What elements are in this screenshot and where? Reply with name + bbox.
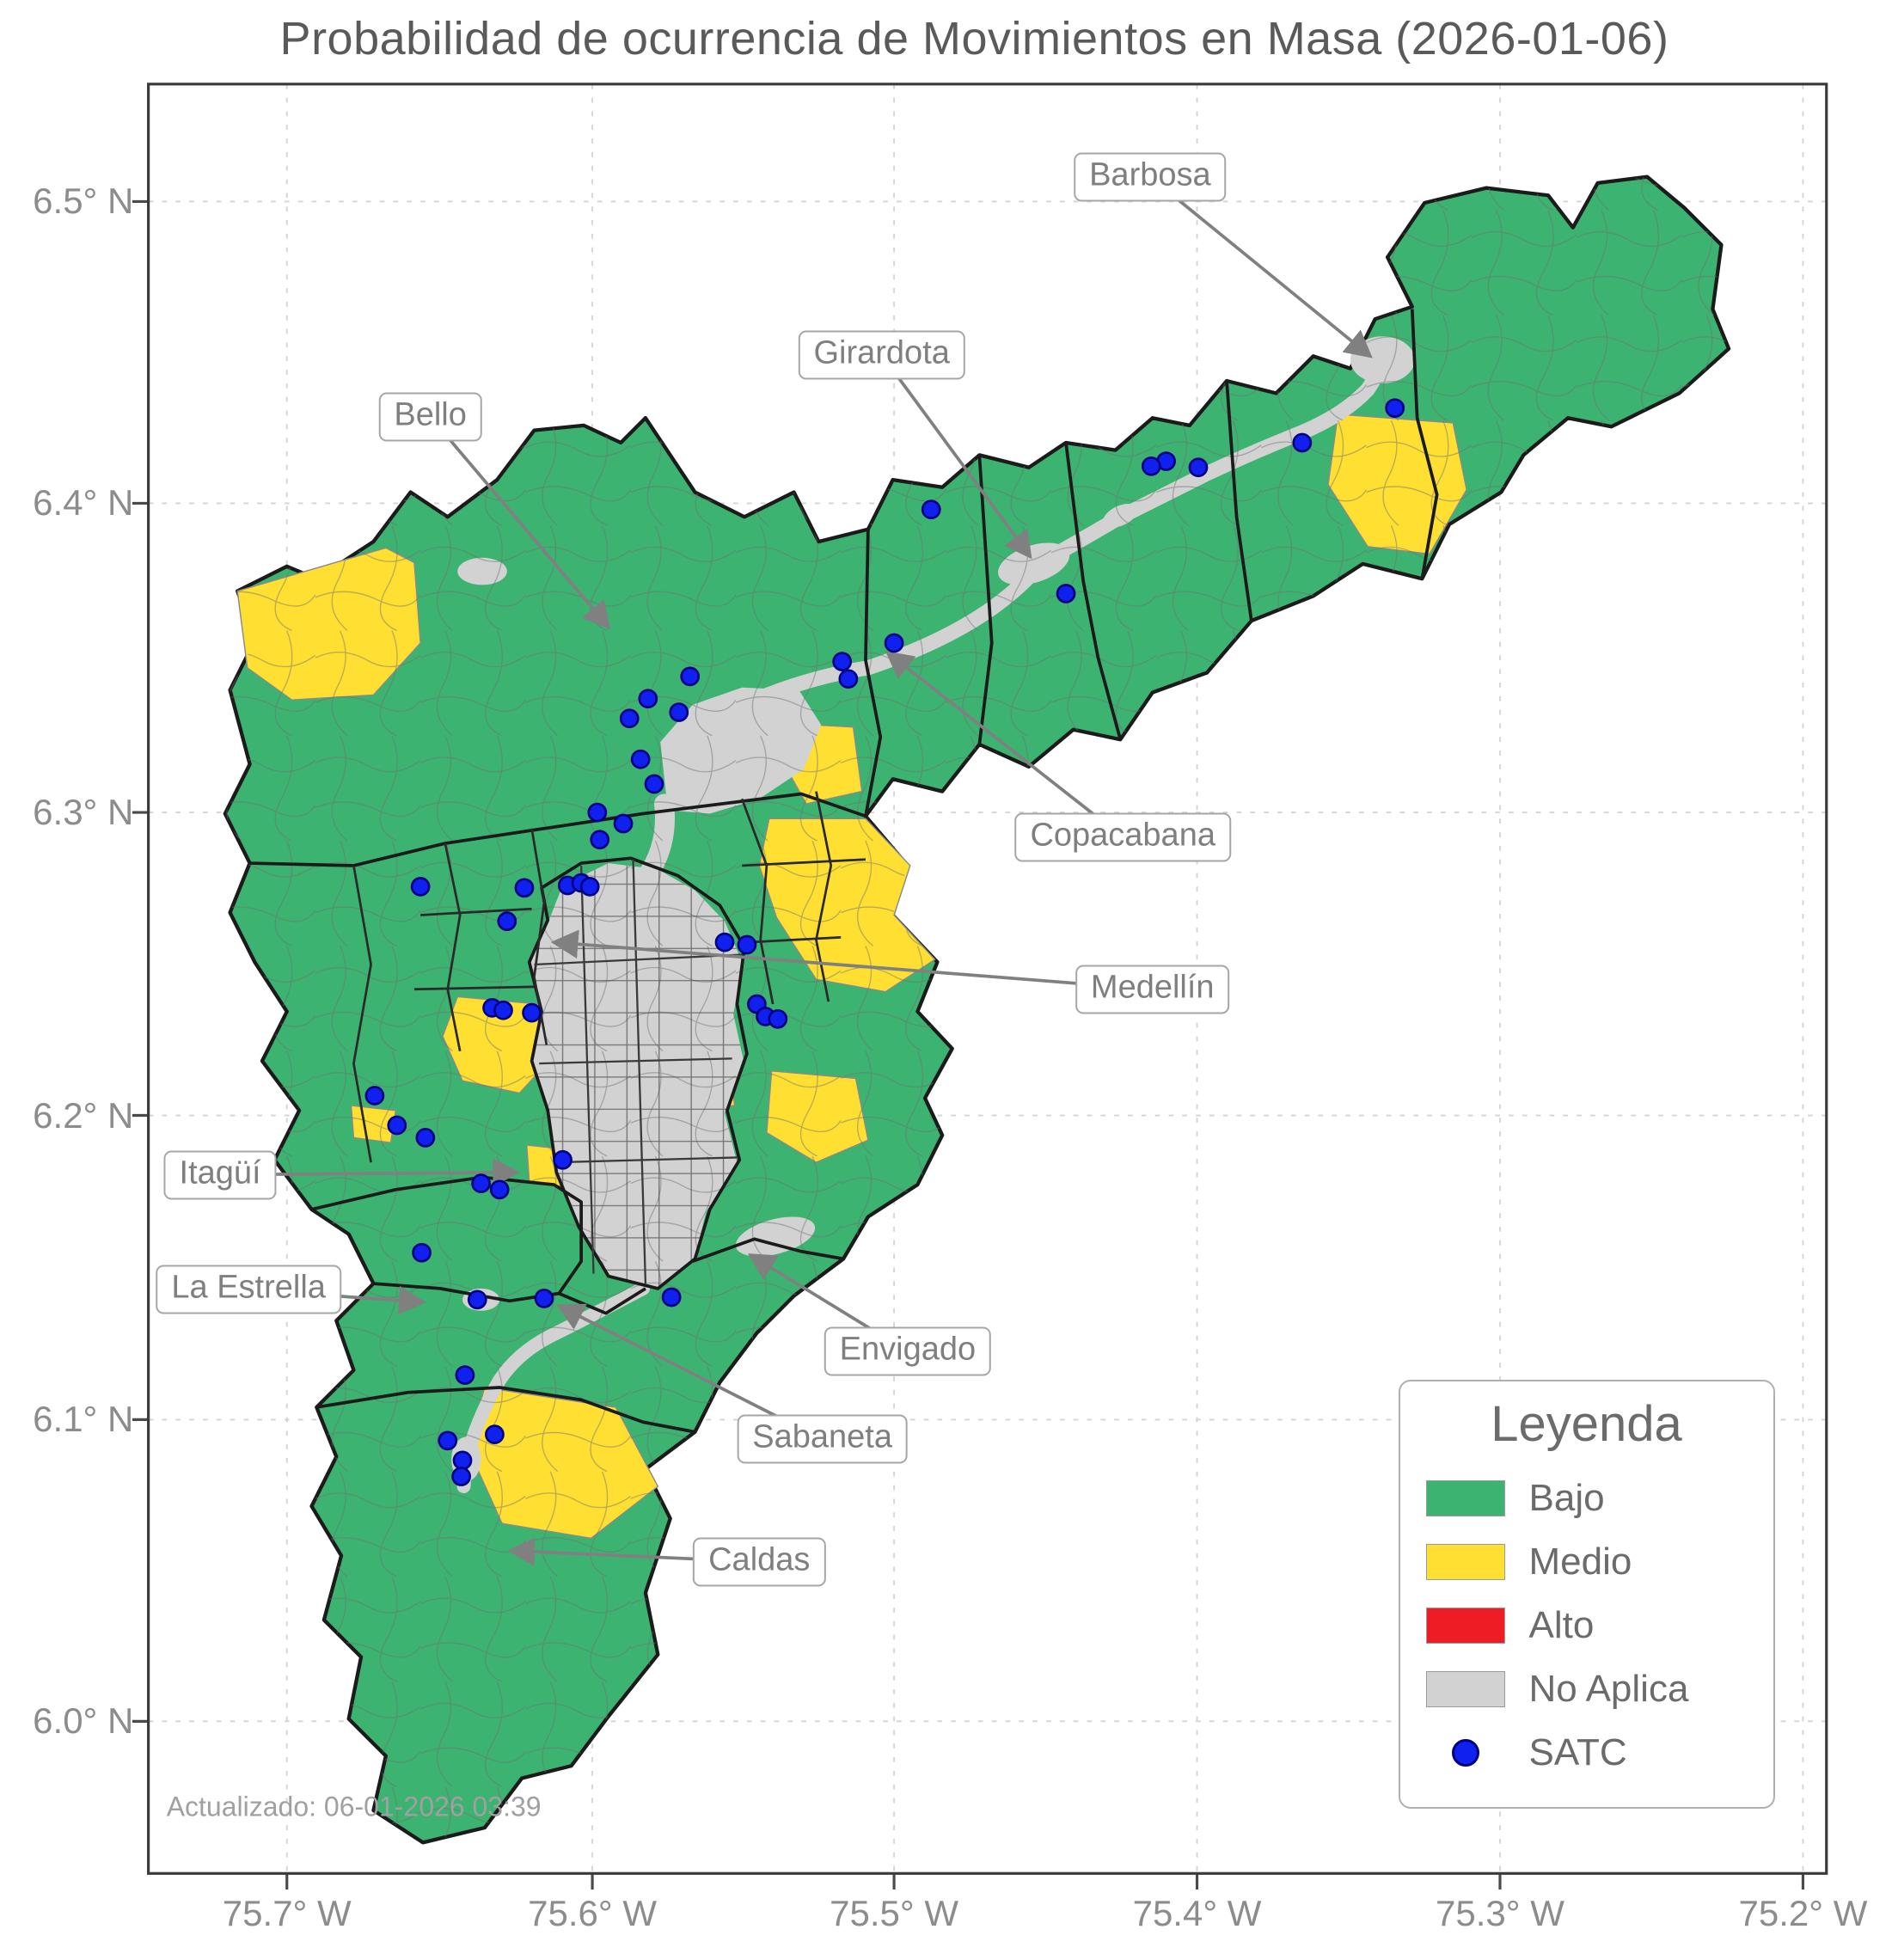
satc-marker bbox=[522, 1002, 542, 1023]
satc-marker bbox=[587, 802, 608, 823]
legend-item-label: Alto bbox=[1528, 1604, 1595, 1647]
satc-dot-icon bbox=[1451, 1739, 1479, 1767]
satc-marker bbox=[387, 1115, 407, 1136]
legend-item-alto: Alto bbox=[1400, 1604, 1773, 1647]
satc-marker bbox=[1141, 456, 1161, 476]
lon-tick-label: 75.2° W bbox=[1738, 1893, 1868, 1934]
legend-swatch-no-aplica bbox=[1425, 1671, 1505, 1708]
callout-girardota: Girardota bbox=[798, 330, 965, 380]
lon-tick-label: 75.3° W bbox=[1436, 1893, 1564, 1934]
legend-item-label: No Aplica bbox=[1528, 1668, 1689, 1711]
satc-marker bbox=[452, 1450, 473, 1471]
callout-medellin: Medellín bbox=[1075, 965, 1230, 1014]
lat-tick-label: 6.5° N bbox=[33, 181, 134, 222]
lon-tick-label: 75.7° W bbox=[222, 1893, 352, 1934]
satc-marker bbox=[471, 1173, 491, 1193]
lon-tick-label: 75.4° W bbox=[1132, 1893, 1262, 1934]
satc-marker bbox=[438, 1430, 458, 1451]
callout-caldas: Caldas bbox=[693, 1537, 826, 1587]
satc-marker bbox=[553, 1149, 572, 1170]
legend-swatch-bajo bbox=[1425, 1480, 1505, 1517]
satc-marker bbox=[451, 1467, 471, 1486]
satc-marker bbox=[630, 749, 651, 769]
satc-marker bbox=[485, 1424, 505, 1445]
satc-marker bbox=[669, 702, 689, 722]
legend-item-satc: SATC bbox=[1400, 1731, 1773, 1774]
satc-marker bbox=[1188, 457, 1209, 478]
legend-item-bajo: Bajo bbox=[1400, 1477, 1773, 1520]
lat-tick-label: 6.1° N bbox=[33, 1399, 134, 1440]
callout-sabaneta: Sabaneta bbox=[737, 1414, 908, 1464]
satc-marker bbox=[768, 1008, 788, 1029]
arrow-copacabana bbox=[885, 651, 1124, 839]
satc-marker bbox=[467, 1289, 487, 1310]
satc-marker bbox=[832, 652, 853, 671]
satc-marker bbox=[884, 633, 904, 653]
callout-copacabana: Copacabana bbox=[1014, 812, 1231, 862]
satc-marker bbox=[737, 934, 757, 955]
arrow-barbosa bbox=[1148, 175, 1373, 358]
satc-marker bbox=[489, 1179, 510, 1200]
arrow-bello bbox=[429, 415, 611, 630]
satc-marker bbox=[661, 1287, 682, 1308]
satc-marker bbox=[364, 1086, 385, 1106]
lat-tick-label: 6.3° N bbox=[33, 792, 134, 833]
satc-marker bbox=[644, 774, 664, 794]
satc-marker bbox=[1056, 584, 1076, 603]
satc-markers bbox=[364, 398, 1405, 1486]
satc-marker bbox=[415, 1128, 436, 1148]
callout-la-estrella: La Estrella bbox=[156, 1265, 341, 1314]
callout-barbosa: Barbosa bbox=[1074, 152, 1227, 202]
arrow-girardota bbox=[880, 353, 1032, 560]
plot-frame bbox=[147, 83, 1828, 1875]
arrow-medellin bbox=[550, 929, 1153, 991]
satc-marker bbox=[410, 877, 431, 897]
lon-tick-label: 75.5° W bbox=[830, 1893, 959, 1934]
satc-marker bbox=[493, 1000, 513, 1020]
satc-marker bbox=[714, 932, 735, 952]
satc-marker bbox=[638, 689, 658, 709]
legend-item-label: Medio bbox=[1528, 1540, 1632, 1583]
municipality-borders bbox=[249, 309, 1439, 1434]
updated-note: Actualizado: 06-01-2026 03:39 bbox=[166, 1791, 542, 1822]
lat-tick-label: 6.4° N bbox=[33, 482, 134, 524]
callout-bello: Bello bbox=[378, 392, 482, 442]
callout-itagui: Itagüí bbox=[163, 1150, 277, 1200]
satc-marker bbox=[497, 911, 517, 932]
legend-item-medio: Medio bbox=[1400, 1540, 1773, 1583]
plot-title: Probabilidad de ocurrencia de Movimiento… bbox=[279, 13, 1669, 64]
satc-marker bbox=[680, 666, 701, 687]
legend-title: Leyenda bbox=[1491, 1396, 1682, 1453]
satc-marker bbox=[1385, 398, 1405, 419]
satc-marker bbox=[590, 830, 610, 850]
lon-tick-label: 75.6° W bbox=[528, 1893, 657, 1934]
satc-marker bbox=[514, 878, 535, 898]
lat-tick-label: 6.2° N bbox=[33, 1094, 134, 1136]
legend-swatch-alto bbox=[1425, 1608, 1505, 1645]
legend-item-label: SATC bbox=[1528, 1731, 1627, 1774]
satc-marker bbox=[613, 813, 634, 834]
satc-marker bbox=[534, 1289, 554, 1308]
satc-marker bbox=[619, 708, 640, 729]
legend-swatch-medio bbox=[1425, 1544, 1505, 1581]
axis-tickmarks bbox=[132, 199, 1805, 1890]
legend-items: Bajo Medio Alto No Aplica SATC bbox=[1400, 1477, 1773, 1774]
satc-marker bbox=[1292, 432, 1313, 453]
legend-item-no-aplica: No Aplica bbox=[1400, 1668, 1773, 1711]
satc-marker bbox=[579, 877, 600, 897]
satc-marker bbox=[412, 1242, 432, 1263]
lat-tick-label: 6.0° N bbox=[33, 1700, 134, 1742]
callout-envigado: Envigado bbox=[824, 1326, 992, 1376]
satc-marker bbox=[921, 499, 941, 520]
satc-marker bbox=[838, 669, 859, 689]
legend: Leyenda Bajo Medio Alto No Aplica SATC bbox=[1398, 1380, 1775, 1810]
satc-marker bbox=[455, 1365, 475, 1385]
legend-item-label: Bajo bbox=[1528, 1477, 1605, 1520]
